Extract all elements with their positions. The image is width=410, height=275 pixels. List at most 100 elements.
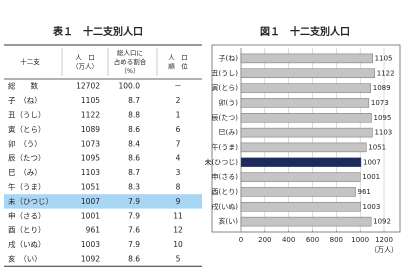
table-cell: 7.9 bbox=[128, 211, 140, 220]
value-label: 1103 bbox=[374, 129, 392, 137]
table-cell: 8.6 bbox=[128, 255, 140, 264]
y-tick-label: 巳(み) bbox=[219, 129, 239, 137]
table-cell: 8.8 bbox=[128, 111, 140, 120]
table-cell: 1073 bbox=[81, 139, 100, 148]
table-header: 十二支 bbox=[20, 57, 40, 66]
table-cell: 6 bbox=[176, 125, 181, 134]
x-tick-label: 1200 bbox=[375, 236, 393, 244]
value-label: 1092 bbox=[373, 218, 391, 226]
table-cell: 8.3 bbox=[128, 183, 140, 192]
table-cell: 5 bbox=[176, 255, 181, 264]
bar bbox=[240, 127, 373, 138]
y-tick-label: 酉(とり) bbox=[212, 188, 239, 196]
row-highlight bbox=[4, 194, 202, 209]
table-header: 総人口に bbox=[117, 48, 143, 57]
x-tick-label: 1000 bbox=[351, 236, 369, 244]
table-cell: 1003 bbox=[81, 240, 100, 249]
y-tick-label: 辰(たつ) bbox=[212, 114, 239, 122]
table-cell: 子 （ね） bbox=[8, 96, 42, 105]
bar bbox=[240, 68, 375, 78]
x-tick-label: 200 bbox=[258, 236, 271, 244]
table-cell: － bbox=[174, 82, 182, 91]
bar bbox=[240, 202, 361, 212]
bar bbox=[240, 53, 373, 64]
value-label: 1089 bbox=[373, 84, 391, 92]
table-cell: 9 bbox=[176, 197, 181, 206]
bar bbox=[240, 187, 356, 197]
table-cell: 3 bbox=[176, 168, 181, 177]
table-cell: 8.4 bbox=[128, 139, 140, 148]
y-tick-label: 寅(とら) bbox=[212, 83, 239, 92]
table-cell: 1092 bbox=[81, 255, 100, 264]
table-cell: 7.6 bbox=[128, 226, 140, 235]
table-cell: 総 数 bbox=[8, 81, 38, 91]
value-label: 1095 bbox=[373, 114, 391, 122]
table-cell: 1001 bbox=[81, 211, 100, 220]
table-cell: 10 bbox=[173, 240, 183, 249]
table-cell: 寅（とら） bbox=[8, 124, 46, 134]
table-cell: 1095 bbox=[81, 154, 100, 163]
y-tick-label: 申(さる) bbox=[212, 172, 239, 181]
table-header: 占める割合 bbox=[114, 57, 147, 66]
value-label: 1073 bbox=[371, 99, 389, 107]
table-header: 順 位 bbox=[168, 62, 188, 71]
table-cell: 8.6 bbox=[128, 125, 140, 134]
y-tick-label: 午(うま) bbox=[212, 142, 239, 151]
y-tick-label: 卯(う) bbox=[219, 98, 239, 107]
value-label: 1007 bbox=[363, 158, 381, 166]
bar bbox=[240, 157, 362, 167]
x-tick-label: 600 bbox=[306, 236, 319, 244]
table-cell: 1 bbox=[176, 111, 181, 120]
y-tick-label: 未(ひつじ) bbox=[205, 157, 239, 166]
table-title: 表１ 十二支別人口 bbox=[52, 25, 143, 38]
table-cell: 961 bbox=[86, 226, 101, 235]
table-cell: 12 bbox=[173, 226, 183, 235]
value-label: 1051 bbox=[368, 143, 386, 151]
table-cell: 申（さる） bbox=[8, 210, 46, 220]
table-cell: 7.9 bbox=[128, 240, 140, 249]
bar bbox=[240, 83, 371, 93]
table-cell: 12702 bbox=[76, 82, 100, 91]
table-cell: 酉（とり） bbox=[8, 226, 46, 235]
table-cell: 1122 bbox=[81, 111, 100, 120]
table-cell: 4 bbox=[176, 154, 181, 163]
table-cell: 丑（うし） bbox=[8, 111, 46, 120]
x-tick-label: 400 bbox=[282, 236, 295, 244]
y-tick-label: 丑(うし) bbox=[212, 69, 239, 77]
bar bbox=[240, 216, 372, 227]
bar bbox=[240, 113, 372, 123]
bar bbox=[240, 172, 361, 182]
table-cell: 午（うま） bbox=[8, 182, 46, 192]
table-header: 人 口 bbox=[168, 54, 188, 62]
value-label: 1122 bbox=[377, 69, 395, 77]
table-cell: 戌（いぬ） bbox=[8, 239, 46, 249]
value-label: 1003 bbox=[363, 203, 381, 211]
table-cell: 7 bbox=[176, 139, 181, 148]
table-cell: 1103 bbox=[81, 168, 100, 177]
table-cell: 1089 bbox=[81, 125, 100, 134]
value-label: 1105 bbox=[375, 54, 393, 62]
table-cell: 2 bbox=[176, 96, 181, 105]
chart-title: 図１ 十二支別人口 bbox=[260, 25, 350, 38]
table-header: （%） bbox=[120, 67, 139, 75]
bar bbox=[240, 142, 367, 153]
y-tick-label: 戌(いぬ) bbox=[212, 202, 239, 211]
y-tick-label: 子(ね) bbox=[219, 54, 239, 62]
table-cell: 8.7 bbox=[128, 96, 140, 105]
x-tick-label: 0 bbox=[239, 236, 243, 244]
table-header: （万人） bbox=[72, 63, 98, 71]
table-cell: 亥 （い） bbox=[8, 254, 42, 264]
chart-frame bbox=[211, 44, 401, 233]
table-cell: 辰（たつ） bbox=[8, 154, 46, 163]
table-cell: 1105 bbox=[81, 96, 100, 105]
table-cell: 巳 （み） bbox=[8, 168, 42, 177]
table-header: 人 口 bbox=[75, 54, 95, 62]
table-cell: 1051 bbox=[81, 183, 100, 192]
bar bbox=[240, 98, 370, 108]
value-label: 961 bbox=[358, 188, 371, 196]
table-cell: 100.0 bbox=[119, 82, 141, 91]
y-tick-label: 亥(い) bbox=[219, 217, 239, 226]
table-cell: 11 bbox=[173, 211, 183, 220]
table-cell: 卯 （う） bbox=[8, 139, 42, 148]
